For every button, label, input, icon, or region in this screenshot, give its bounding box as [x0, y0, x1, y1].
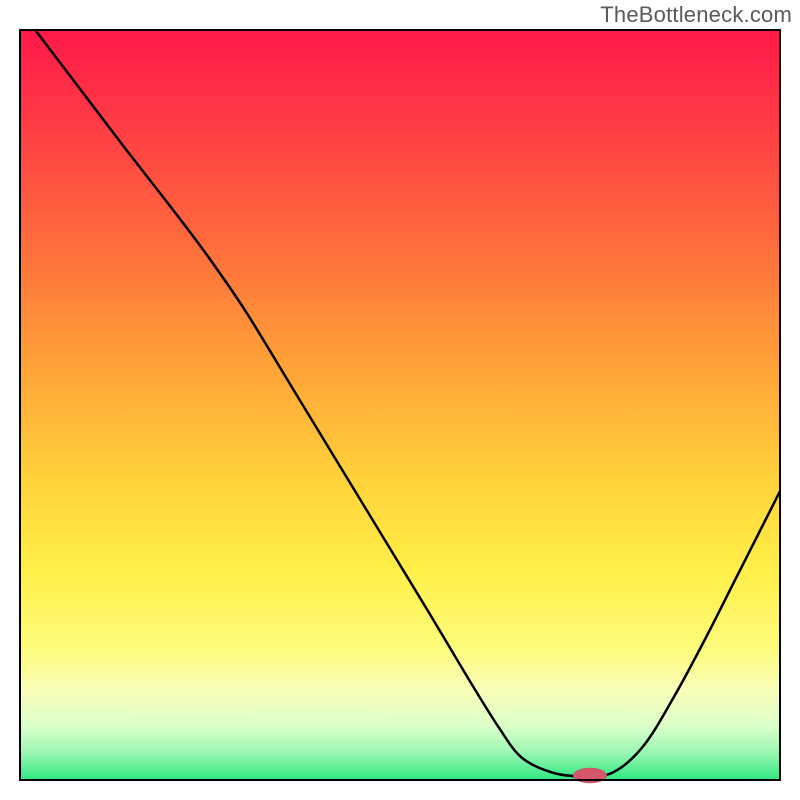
- chart-frame: TheBottleneck.com: [0, 0, 800, 800]
- watermark-text: TheBottleneck.com: [600, 2, 792, 28]
- bottleneck-chart: [0, 0, 800, 800]
- gradient-background: [20, 30, 780, 780]
- plot-area: [20, 30, 780, 783]
